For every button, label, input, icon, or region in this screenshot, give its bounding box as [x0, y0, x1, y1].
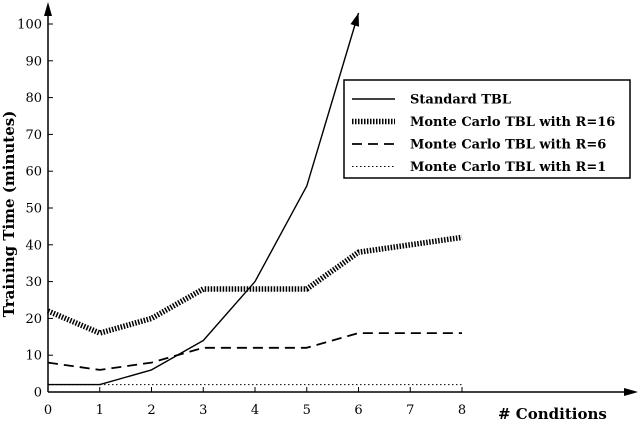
series-line-2	[46, 234, 463, 336]
legend-label-4: Monte Carlo TBL with R=1	[410, 160, 606, 175]
legend: Standard TBL Monte Carlo TBL with R=16 Mon…	[343, 79, 631, 179]
y-tick-label: 60	[25, 165, 42, 180]
y-tick-label: 10	[25, 349, 42, 364]
series-line-3	[47, 332, 462, 371]
y-tick-label: 80	[25, 91, 42, 106]
series-line-1	[48, 12, 360, 386]
x-tick-label: 1	[96, 403, 104, 418]
legend-label-2: Monte Carlo TBL with R=16	[410, 115, 615, 130]
y-tick-label: 0	[34, 386, 42, 401]
x-tick-label: 2	[147, 403, 155, 418]
x-tick-label: 7	[406, 403, 414, 418]
x-tick-label: 5	[303, 403, 311, 418]
x-tick-label: 0	[44, 403, 52, 418]
legend-label-1: Standard TBL	[410, 93, 511, 108]
x-tick-label: 6	[354, 403, 362, 418]
y-tick-label: 90	[25, 54, 42, 69]
y-axis-title: Training Time (minutes)	[0, 111, 18, 318]
axes	[44, 2, 638, 396]
x-ticks: 0 1 2 3 4 5 6 7 8	[44, 387, 466, 418]
series-layer	[46, 12, 463, 386]
x-tick-label: 3	[199, 403, 207, 418]
y-tick-label: 20	[25, 312, 42, 327]
y-tick-label: 100	[17, 18, 42, 33]
legend-label-3: Monte Carlo TBL with R=6	[410, 138, 606, 153]
y-ticks: 0 10 20 30 40 50 60 70 80 90 100	[17, 18, 53, 401]
x-axis-title: # Conditions	[498, 405, 607, 421]
y-axis-arrow	[44, 2, 52, 16]
legend-box	[343, 79, 631, 179]
x-tick-label: 4	[251, 403, 259, 418]
x-tick-label: 8	[458, 403, 466, 418]
x-axis-arrow	[624, 388, 638, 396]
series-line-arrowhead	[350, 12, 360, 27]
y-tick-label: 30	[25, 275, 42, 290]
y-tick-label: 50	[25, 202, 42, 217]
y-tick-label: 70	[25, 128, 42, 143]
y-tick-label: 40	[25, 238, 42, 253]
